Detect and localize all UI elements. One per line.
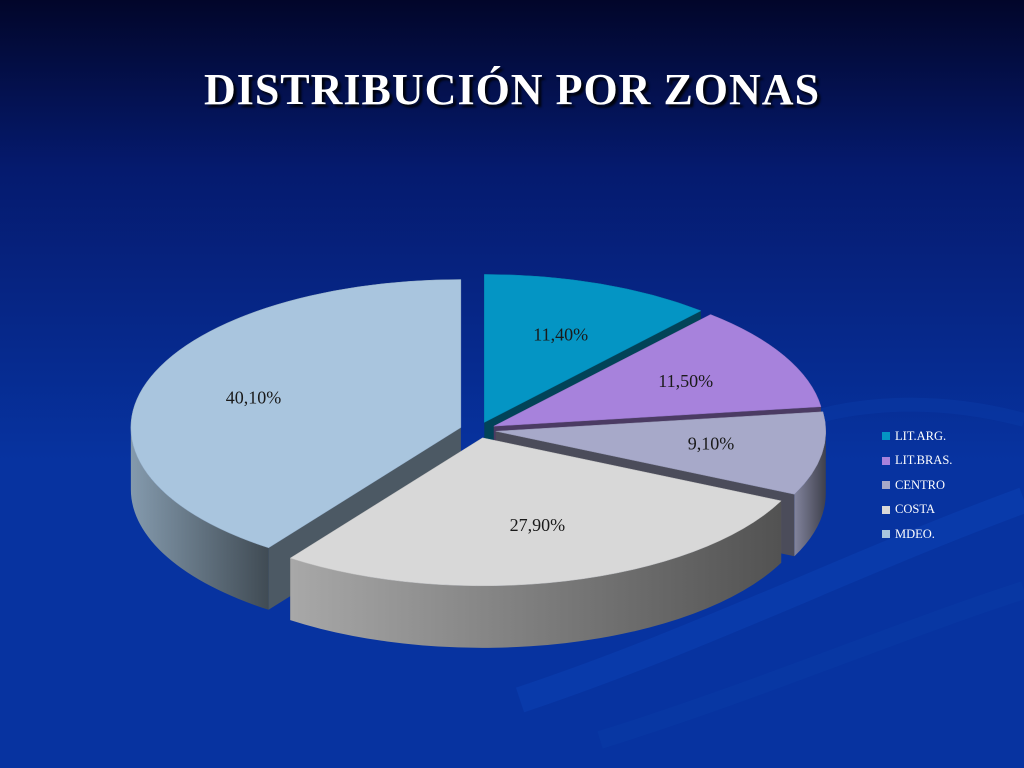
legend-swatch <box>882 456 890 465</box>
data-label: 27,90% <box>510 515 566 535</box>
data-label: 40,10% <box>226 388 282 408</box>
pie-slice-centro <box>495 411 827 495</box>
data-label: 11,40% <box>533 325 588 345</box>
slice-rim-2 <box>794 431 826 557</box>
page-title: DISTRIBUCIÓN POR ZONAS <box>203 65 821 114</box>
legend-item: COSTA <box>882 498 952 523</box>
slice-rim-4 <box>130 427 269 610</box>
chart-legend: LIT.ARG. LIT.BRAS. CENTRO COSTA MDEO. <box>882 424 952 547</box>
slice-rim-3 <box>290 500 782 648</box>
legend-item: MDEO. <box>882 522 952 547</box>
legend-label: MDEO. <box>895 526 935 541</box>
data-label: 11,50% <box>658 371 713 391</box>
legend-label: LIT.BRAS. <box>895 453 953 468</box>
legend-item: CENTRO <box>882 473 952 498</box>
legend-label: COSTA <box>895 502 935 517</box>
legend-swatch <box>882 530 890 539</box>
pie-slice-costa <box>289 437 782 587</box>
legend-swatch <box>882 505 890 514</box>
legend-item: LIT.BRAS. <box>882 449 952 474</box>
legend-label: CENTRO <box>895 477 945 492</box>
legend-item: LIT.ARG. <box>882 424 952 449</box>
legend-swatch <box>882 432 890 441</box>
data-label: 9,10% <box>688 433 735 453</box>
pie-slice-lit-bras <box>493 314 822 427</box>
legend-label: LIT.ARG. <box>895 428 947 443</box>
legend-swatch <box>882 481 890 490</box>
pie-slice-mdeo <box>130 279 462 549</box>
pie-slice-lit-arg <box>484 274 702 423</box>
